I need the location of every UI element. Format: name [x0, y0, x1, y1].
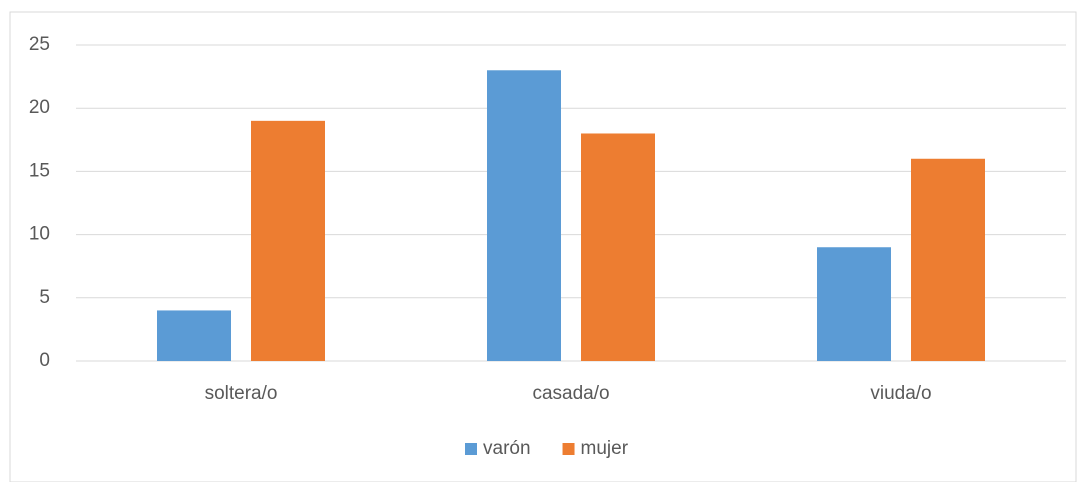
legend-swatch [562, 443, 575, 455]
y-tick-label: 20 [29, 97, 50, 118]
y-tick-label: 5 [39, 287, 50, 308]
bar [817, 247, 891, 361]
bar [251, 120, 325, 361]
legend-label: varón [483, 438, 531, 459]
legend-swatch [465, 443, 477, 455]
bar [581, 133, 655, 361]
y-tick-label: 0 [39, 350, 50, 371]
y-tick-label: 10 [29, 224, 50, 245]
y-tick-label: 15 [29, 160, 50, 181]
bar [487, 70, 561, 361]
legend-label: mujer [581, 438, 629, 459]
x-tick-label: soltera/o [205, 383, 278, 404]
bar [157, 310, 231, 361]
y-tick-label: 25 [29, 34, 50, 55]
x-tick-label: casada/o [532, 383, 609, 404]
bar [911, 158, 985, 361]
x-tick-label: viuda/o [870, 383, 931, 404]
